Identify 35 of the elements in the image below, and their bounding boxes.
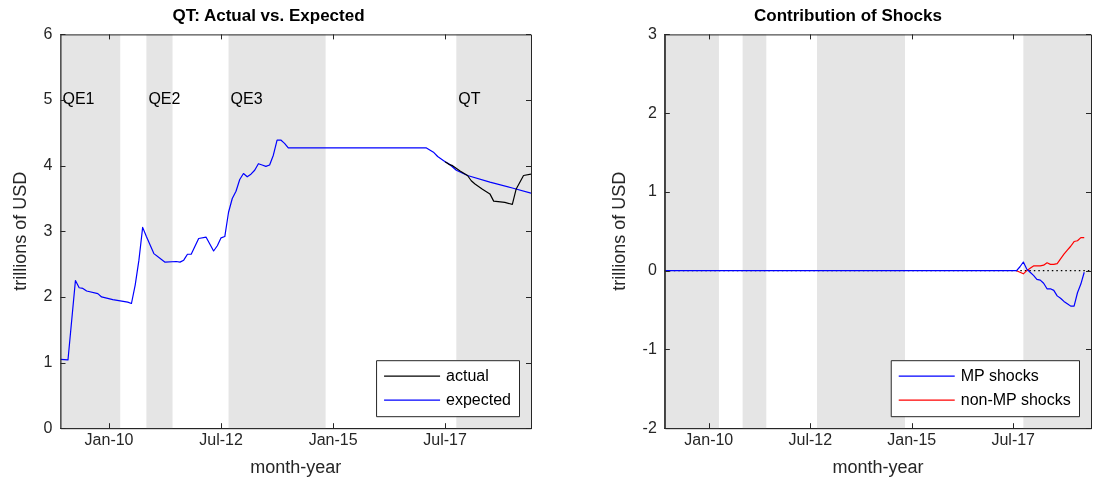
x-tick-label: Jul-17 (991, 431, 1036, 449)
y-axis-title: trillions of USD (9, 171, 30, 291)
y-tick-label: -2 (642, 418, 657, 436)
x-tick-label: Jul-12 (199, 431, 243, 449)
y-tick-label: 3 (647, 24, 657, 42)
y-tick-label: 5 (43, 90, 53, 108)
band-label: QE3 (230, 90, 263, 108)
y-tick-label: 3 (43, 221, 53, 239)
band-label: QE1 (62, 90, 95, 108)
x-tick-label: Jan-10 (684, 431, 734, 449)
chart-title: QT: Actual vs. Expected (172, 5, 365, 25)
legend-label: MP shocks (960, 366, 1039, 384)
x-tick-label: Jul-12 (788, 431, 833, 449)
y-tick-label: 6 (43, 24, 53, 42)
y-tick-label: 2 (647, 103, 657, 121)
x-tick-label: Jan-15 (308, 431, 358, 449)
band-label: QE2 (148, 90, 181, 108)
x-axis-title: month-year (832, 457, 924, 478)
legend-label: expected (446, 390, 511, 408)
y-tick-label: 1 (647, 182, 657, 200)
band-label: QT (458, 90, 481, 108)
y-tick-label: 1 (43, 352, 53, 370)
legend-label: actual (446, 366, 489, 384)
y-tick-label: -1 (642, 339, 657, 357)
chart-title: Contribution of Shocks (754, 5, 942, 25)
y-tick-label: 4 (43, 156, 53, 174)
x-tick-label: Jan-15 (887, 431, 937, 449)
y-tick-label: 0 (647, 261, 657, 279)
y-axis-title: trillions of USD (608, 171, 629, 291)
y-tick-label: 0 (43, 418, 53, 436)
x-tick-label: Jul-17 (423, 431, 468, 449)
x-axis-title: month-year (250, 457, 342, 478)
y-tick-label: 2 (43, 287, 53, 305)
legend-label: non-MP shocks (960, 390, 1071, 408)
x-tick-label: Jan-10 (84, 431, 134, 449)
